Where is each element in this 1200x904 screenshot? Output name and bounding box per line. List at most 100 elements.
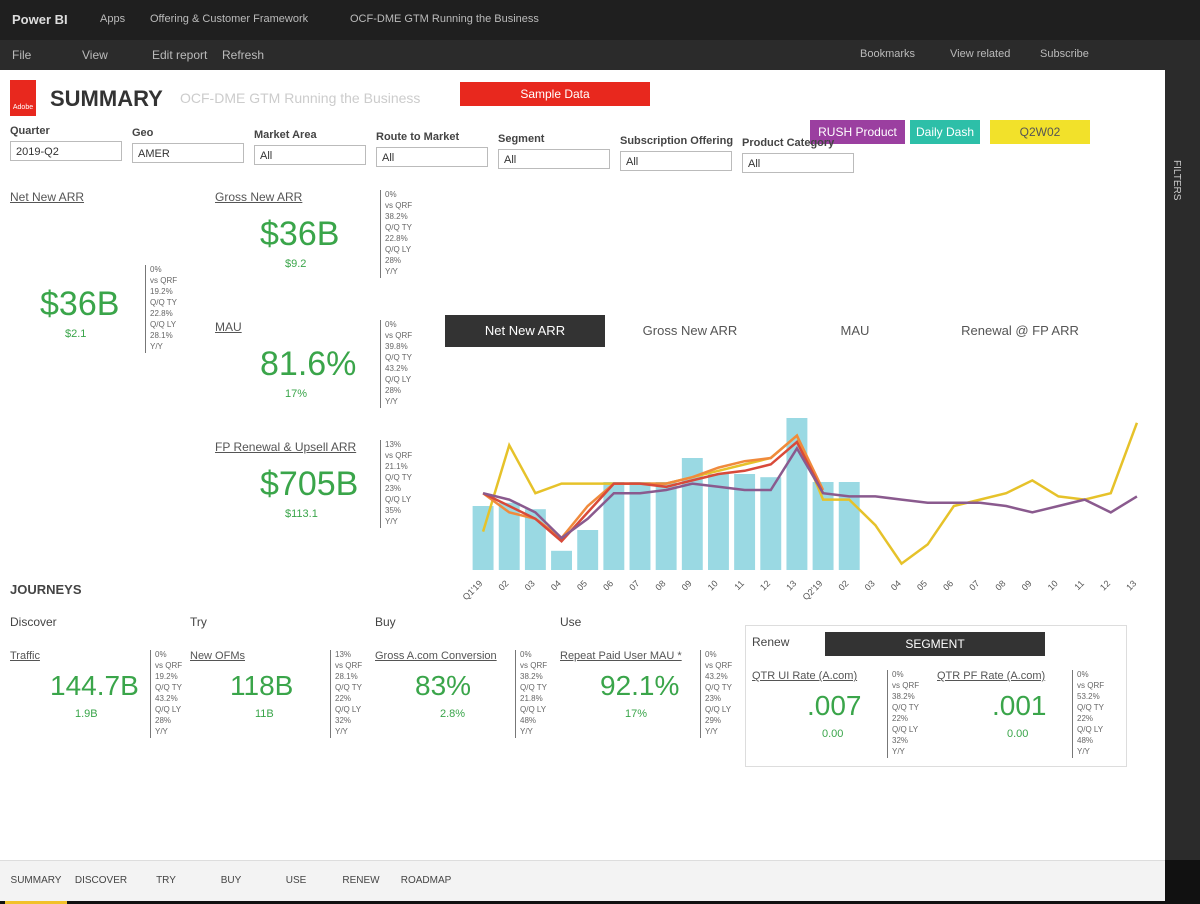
top-bar: Power BI Apps Offering & Customer Framewor…: [0, 0, 1200, 40]
chart-tab[interactable]: Renewal @ FP ARR: [961, 323, 1079, 338]
kpi-stat: Y/Y: [385, 517, 398, 526]
toolbar-button[interactable]: Refresh: [222, 48, 265, 62]
journey-name: Discover: [10, 615, 57, 629]
kpi-title[interactable]: Repeat Paid User MAU *: [560, 650, 682, 662]
chart-tab[interactable]: MAU: [840, 323, 870, 338]
kpi-stat: Q/Q TY: [705, 683, 732, 692]
divider: [380, 440, 381, 528]
kpi-value: 144.7B: [50, 670, 139, 701]
kpi-stat: Y/Y: [155, 727, 168, 736]
kpi-stat: 19.2%: [150, 287, 173, 296]
kpi-stat: 43.2%: [155, 694, 178, 703]
kpi-title[interactable]: Traffic: [10, 650, 40, 662]
page-tab[interactable]: SUMMARY: [5, 861, 67, 904]
bar: [812, 482, 834, 570]
kpi-stat: Q/Q LY: [520, 705, 547, 714]
kpi-stat: 38.2%: [520, 672, 543, 681]
chart-tab[interactable]: Gross New ARR: [642, 323, 738, 338]
breadcrumb-item[interactable]: Offering & Customer Framework: [150, 13, 309, 25]
kpi-stat: 29%: [705, 716, 722, 725]
kpi-title[interactable]: Gross A.com Conversion: [375, 650, 497, 662]
page-tab[interactable]: ROADMAP: [400, 875, 452, 886]
kpi-stat: Q/Q TY: [155, 683, 182, 692]
x-tick-label: Q1'19: [461, 578, 485, 602]
x-tick-label: 10: [1046, 578, 1060, 592]
filter-label: Segment: [498, 133, 545, 145]
toolbar-button[interactable]: View: [82, 48, 108, 62]
kpi-stat: Q/Q LY: [892, 725, 919, 734]
journey-name: Try: [190, 615, 207, 629]
filter-dropdown[interactable]: All: [254, 145, 366, 165]
action-button[interactable]: Subscribe: [1040, 48, 1089, 60]
nav-button[interactable]: Sample Data: [460, 82, 650, 106]
chart-tab[interactable]: Net New ARR: [445, 315, 605, 347]
divider: [1072, 670, 1073, 758]
kpi-stat: Q/Q TY: [520, 683, 547, 692]
kpi-subvalue: 1.9B: [75, 708, 98, 720]
kpi-stat: 28%: [385, 386, 402, 395]
kpi-title[interactable]: QTR PF Rate (A.com): [937, 670, 1046, 682]
kpi-title[interactable]: FP Renewal & Upsell ARR: [215, 440, 357, 454]
page-tab[interactable]: USE: [285, 875, 307, 886]
action-button[interactable]: Bookmarks: [860, 48, 916, 60]
journey-name: Buy: [375, 615, 396, 629]
kpi-stat: vs QRF: [150, 276, 178, 285]
kpi-stat: Q/Q LY: [385, 495, 412, 504]
toolbar-button[interactable]: File: [12, 48, 32, 62]
nav-button[interactable]: Daily Dash: [910, 120, 980, 144]
x-tick-label: 03: [863, 578, 877, 592]
kpi-stat: vs QRF: [705, 661, 733, 670]
breadcrumb-item[interactable]: Apps: [100, 13, 126, 25]
kpi-subvalue: $113.1: [285, 508, 318, 520]
kpi-stat: 19.2%: [155, 672, 178, 681]
kpi-title[interactable]: Net New ARR: [10, 190, 85, 204]
kpi-stat: Y/Y: [705, 727, 718, 736]
kpi-stat: Q/Q LY: [1077, 725, 1104, 734]
filter-dropdown[interactable]: All: [620, 151, 732, 171]
page-tab[interactable]: RENEW: [342, 875, 380, 886]
breadcrumb-item[interactable]: OCF-DME GTM Running the Business: [350, 13, 539, 25]
kpi-stat: Q/Q TY: [1077, 703, 1104, 712]
kpi-stat: 0%: [385, 320, 397, 329]
kpi-stat: vs QRF: [155, 661, 183, 670]
kpi-title[interactable]: MAU: [215, 320, 242, 334]
nav-button[interactable]: Q2W02: [990, 120, 1090, 144]
x-tick-label: 09: [680, 578, 694, 592]
filter-label: Route to Market: [376, 131, 460, 143]
filters-label[interactable]: FILTERS: [1171, 160, 1182, 201]
kpi-stat: Q/Q TY: [385, 353, 412, 362]
nav-button[interactable]: RUSH Product Dash: [810, 120, 905, 163]
kpi-title[interactable]: New OFMs: [190, 650, 245, 662]
kpi-value: 83%: [415, 670, 472, 701]
report-canvas: Adobe SUMMARY OCF-DME GTM Running the Busi…: [0, 70, 1165, 860]
kpi-title[interactable]: QTR UI Rate (A.com): [752, 670, 858, 682]
filter-dropdown[interactable]: AMER: [132, 143, 244, 163]
toolbar-button[interactable]: Edit report: [152, 48, 208, 62]
kpi-stat: 32%: [892, 736, 909, 745]
action-button[interactable]: View related: [950, 48, 1011, 60]
page-tab[interactable]: DISCOVER: [74, 875, 128, 886]
kpi-stat: vs QRF: [520, 661, 548, 670]
filter-dropdown[interactable]: 2019-Q2: [10, 141, 122, 161]
page-tab[interactable]: BUY: [220, 875, 242, 886]
page-tab[interactable]: TRY: [156, 875, 176, 886]
segment-button[interactable]: SEGMENT: [825, 632, 1045, 656]
kpi-title[interactable]: Gross New ARR: [215, 190, 303, 204]
kpi-subvalue: 0.00: [822, 728, 844, 740]
kpi-stat: 0%: [705, 650, 717, 659]
kpi-stat: Y/Y: [520, 727, 533, 736]
filter-dropdown[interactable]: All: [376, 147, 488, 167]
filter-dropdown[interactable]: All: [742, 153, 854, 173]
filter-label: Geo: [132, 127, 154, 139]
kpi-stat: 21.1%: [385, 462, 408, 471]
kpi-value: .007: [807, 690, 862, 721]
filter-dropdown[interactable]: All: [498, 149, 610, 169]
filters-pane[interactable]: FILTERS: [1165, 70, 1200, 860]
kpi-value: 118B: [230, 670, 294, 701]
trend-chart: Q1'19 02 03 04 05 06 07 08 09 10 11 12 13 Q2'19 02 03 04…: [461, 418, 1138, 602]
divider: [515, 650, 516, 738]
x-tick-label: 02: [836, 578, 850, 592]
kpi-stat: 0%: [1077, 670, 1089, 679]
kpi-value: $36B: [260, 215, 340, 253]
kpi-stat: 21.8%: [520, 694, 543, 703]
